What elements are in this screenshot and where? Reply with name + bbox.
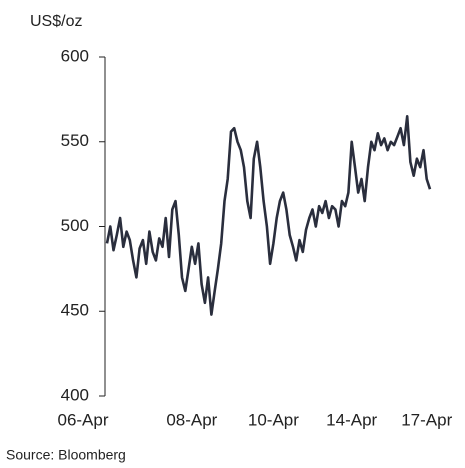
y-axis-label: US$/oz xyxy=(30,13,82,30)
x-tick-label: 14-Apr xyxy=(326,410,377,429)
price-line xyxy=(105,115,432,316)
y-tick-label: 550 xyxy=(61,131,89,150)
y-tick-label: 450 xyxy=(61,301,89,320)
y-tick-label: 400 xyxy=(61,385,89,404)
y-tick-label: 600 xyxy=(61,46,89,65)
x-tick-label: 10-Apr xyxy=(248,410,299,429)
x-tick-label: 08-Apr xyxy=(166,410,217,429)
y-tick-label: 500 xyxy=(61,216,89,235)
x-tick-label: 06-Apr xyxy=(57,410,108,429)
source: Source: Bloomberg xyxy=(6,447,126,463)
x-tick-label: 17-Apr xyxy=(401,410,452,429)
